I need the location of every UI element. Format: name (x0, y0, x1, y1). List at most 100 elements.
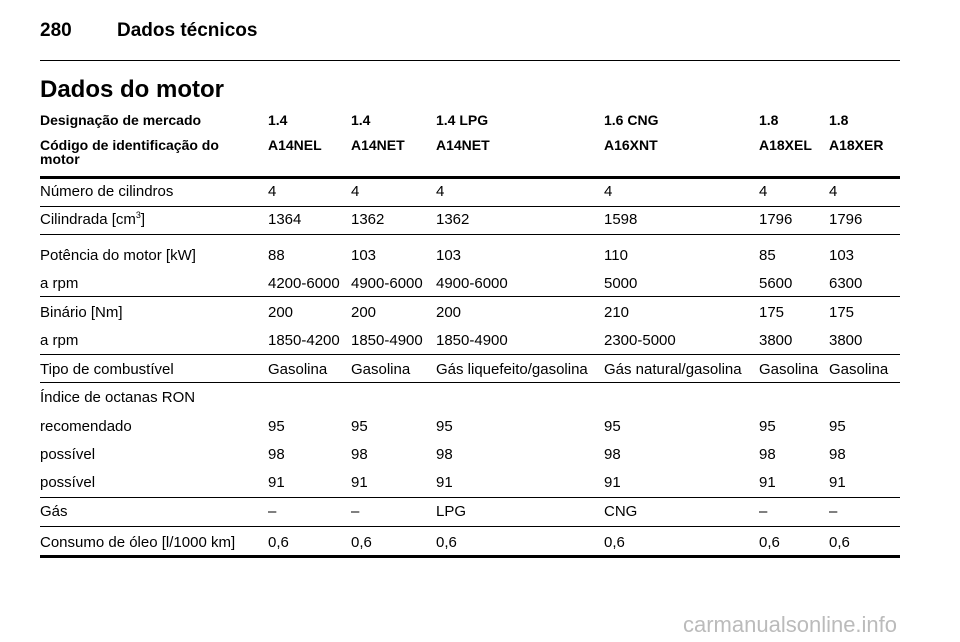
header-cell: A14NET (436, 137, 490, 153)
cell: – (268, 503, 277, 520)
row-rule (40, 382, 900, 383)
cell: 1850-4900 (351, 332, 423, 349)
cell: 1796 (759, 211, 793, 228)
row-label: a rpm (40, 275, 79, 292)
header-cell: A18XEL (759, 137, 812, 153)
cell: 91 (604, 474, 621, 491)
cell: – (759, 503, 768, 520)
cell: 91 (829, 474, 846, 491)
cell: 1850-4900 (436, 332, 508, 349)
page-number: 280 (40, 20, 72, 41)
cell: 98 (604, 446, 621, 463)
cell: Gasolina (268, 361, 328, 378)
cell: 4 (436, 183, 445, 200)
header-rule (40, 60, 900, 61)
cell: 91 (351, 474, 368, 491)
cell: 4900-6000 (436, 275, 508, 292)
cell: 1362 (351, 211, 385, 228)
cell: 4 (759, 183, 768, 200)
row-label: recomendado (40, 418, 132, 435)
header-cell: A18XER (829, 137, 884, 153)
row-label: possível (40, 446, 96, 463)
cell: LPG (436, 503, 467, 520)
cell: 91 (759, 474, 776, 491)
row-rule (40, 497, 900, 498)
row-label: Índice de octanas RON (40, 389, 196, 406)
cell: 3800 (829, 332, 863, 349)
row-rule (40, 206, 900, 207)
row-label: possível (40, 474, 96, 491)
cell: 88 (268, 247, 285, 264)
header-cell: A14NET (351, 137, 405, 153)
row-rule (40, 526, 900, 527)
cell: 91 (436, 474, 453, 491)
cell: 6300 (829, 275, 863, 292)
cell: 4 (604, 183, 613, 200)
cell: Gasolina (829, 361, 889, 378)
cell: Gasolina (759, 361, 819, 378)
cell: 5600 (759, 275, 793, 292)
cell: 4 (351, 183, 360, 200)
cell: – (829, 503, 838, 520)
label-part: 3 (135, 210, 141, 220)
header-label: Designação de mercado (40, 112, 202, 128)
row-label: Potência do motor [kW] (40, 247, 196, 264)
row-label: Binário [Nm] (40, 304, 123, 321)
cell: 175 (759, 304, 785, 321)
row-label: Cilindrada [cm3] (40, 210, 146, 228)
cell: 98 (351, 446, 368, 463)
row-rule (40, 354, 900, 355)
cell: 4 (829, 183, 838, 200)
cell: 103 (436, 247, 462, 264)
cell: 98 (436, 446, 453, 463)
cell: 91 (268, 474, 285, 491)
header-cell: A16XNT (604, 137, 658, 153)
cell: 95 (604, 418, 621, 435)
cell: 3800 (759, 332, 793, 349)
row-label: Número de cilindros (40, 183, 174, 200)
cell: 103 (829, 247, 855, 264)
page-title: Dados do motor (40, 76, 224, 103)
cell: 4200-6000 (268, 275, 340, 292)
cell: – (351, 503, 360, 520)
cell: CNG (604, 503, 638, 520)
cell: 85 (759, 247, 776, 264)
cell: 5000 (604, 275, 638, 292)
cell: 210 (604, 304, 630, 321)
cell: 0,6 (604, 534, 625, 551)
row-rule (40, 296, 900, 297)
row-rule (40, 234, 900, 235)
cell: 175 (829, 304, 855, 321)
header-cell: 1.6 CNG (604, 112, 659, 128)
cell: 200 (268, 304, 294, 321)
cell: 95 (268, 418, 285, 435)
row-label: Consumo de óleo [l/1000 km] (40, 534, 236, 551)
cell: 98 (829, 446, 846, 463)
cell: 110 (604, 247, 628, 264)
watermark: carmanualsonline.info (683, 612, 898, 637)
header-label: Código de identificação do motor (40, 137, 219, 167)
header-cell: 1.4 (351, 112, 371, 128)
thick-rule (40, 555, 900, 558)
row-label: a rpm (40, 332, 79, 349)
label-part: Cilindrada [cm (40, 211, 136, 228)
cell: Gás liquefeito/gasolina (436, 361, 588, 378)
header-cell: 1.8 (829, 112, 849, 128)
cell: 0,6 (759, 534, 780, 551)
label-part: ] (140, 211, 146, 228)
cell: 200 (436, 304, 462, 321)
cell: 0,6 (829, 534, 850, 551)
cell: 4900-6000 (351, 275, 423, 292)
cell: 2300-5000 (604, 332, 676, 349)
cell: 1598 (604, 211, 638, 228)
cell: 0,6 (351, 534, 372, 551)
cell: 95 (351, 418, 368, 435)
cell: 0,6 (436, 534, 457, 551)
cell: 98 (759, 446, 776, 463)
cell: 95 (759, 418, 776, 435)
cell: 200 (351, 304, 377, 321)
thick-rule (40, 176, 900, 179)
cell: 1850-4200 (268, 332, 340, 349)
row-label: Gás (40, 503, 68, 520)
